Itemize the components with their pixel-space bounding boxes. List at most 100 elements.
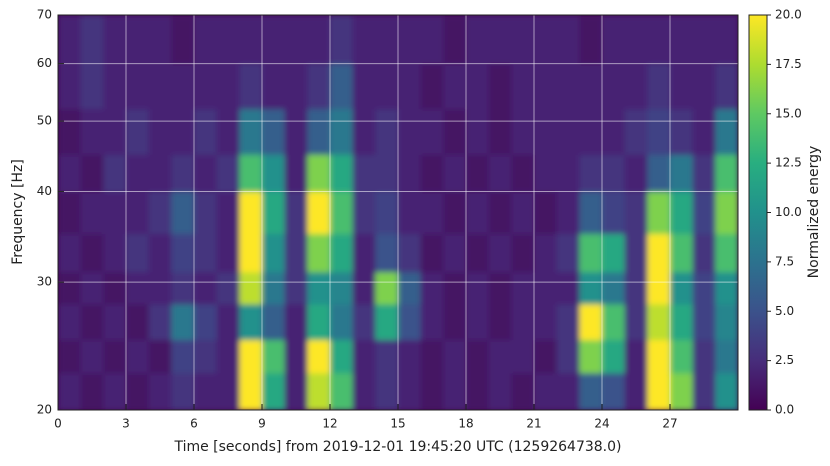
heatmap-cell xyxy=(692,108,716,155)
heatmap-cell xyxy=(466,15,490,65)
x-tick-label: 27 xyxy=(662,417,677,431)
heatmap-cell xyxy=(647,63,671,110)
heatmap-cell xyxy=(511,15,535,65)
heatmap-cell xyxy=(488,233,512,273)
heatmap-cell xyxy=(307,154,331,192)
heatmap-cell xyxy=(126,108,150,155)
heatmap-cell xyxy=(126,154,150,192)
heatmap-cell xyxy=(579,154,603,192)
heatmap-cell xyxy=(647,154,671,192)
heatmap-cell xyxy=(579,191,603,235)
heatmap-cell xyxy=(58,233,82,273)
colorbar-tick-label: 10.0 xyxy=(775,205,802,219)
x-tick-label: 3 xyxy=(122,417,130,431)
heatmap-cell xyxy=(511,233,535,273)
heatmap-cell xyxy=(420,154,444,192)
heatmap-cell xyxy=(239,339,263,374)
heatmap-cell xyxy=(216,154,240,192)
heatmap-cell xyxy=(670,154,694,192)
heatmap-cell xyxy=(194,339,218,374)
heatmap-cell xyxy=(239,15,263,65)
y-tick-label: 50 xyxy=(37,114,52,128)
heatmap-cell xyxy=(80,339,104,374)
heatmap-cell xyxy=(194,271,218,305)
heatmap-cell xyxy=(466,191,490,235)
heatmap-cell xyxy=(466,372,490,410)
heatmap-cell xyxy=(262,108,286,155)
heatmap-cell xyxy=(239,303,263,341)
heatmap-cell xyxy=(511,108,535,155)
heatmap-cell xyxy=(624,303,648,341)
heatmap-cell xyxy=(352,339,376,374)
heatmap-cell xyxy=(511,339,535,374)
heatmap-cell xyxy=(239,154,263,192)
heatmap-cell xyxy=(352,15,376,65)
heatmap-cell xyxy=(80,108,104,155)
heatmap-cell xyxy=(352,233,376,273)
y-axis-label: Frequency [Hz] xyxy=(10,159,26,265)
heatmap-cell xyxy=(171,108,195,155)
heatmap-cell xyxy=(103,339,127,374)
heatmap-cell xyxy=(715,233,738,273)
colorbar-tick-label: 0.0 xyxy=(775,403,794,417)
heatmap-cell xyxy=(375,233,399,273)
heatmap-cell xyxy=(330,154,354,192)
heatmap-cell xyxy=(307,108,331,155)
heatmap-cell xyxy=(670,108,694,155)
heatmap-cell xyxy=(262,154,286,192)
heatmap-cell xyxy=(284,15,308,65)
heatmap-cell xyxy=(80,154,104,192)
heatmap-cell xyxy=(443,63,467,110)
heatmap-cell xyxy=(511,63,535,110)
heatmap-cell xyxy=(375,108,399,155)
heatmap-cell xyxy=(307,372,331,410)
heatmap-cell xyxy=(284,63,308,110)
heatmap-cell xyxy=(602,108,626,155)
heatmap-cell xyxy=(624,233,648,273)
heatmap-cell xyxy=(307,191,331,235)
heatmap-cell xyxy=(692,154,716,192)
heatmap-cell xyxy=(420,191,444,235)
heatmap-cell xyxy=(239,108,263,155)
heatmap-cell xyxy=(715,108,738,155)
heatmap-cell xyxy=(579,15,603,65)
heatmap-cell xyxy=(352,63,376,110)
heatmap-cell xyxy=(262,271,286,305)
heatmap-cell xyxy=(330,63,354,110)
colorbar-label: Normalized energy xyxy=(806,146,822,279)
heatmap-cell xyxy=(352,271,376,305)
heatmap-cell xyxy=(443,372,467,410)
heatmap-cell xyxy=(103,15,127,65)
heatmap-cell xyxy=(398,271,422,305)
heatmap-cell xyxy=(171,191,195,235)
heatmap-cell xyxy=(216,372,240,410)
axes: 0 3 6 9 12 15 18 21 24 27 20 30 40 50 60 70 0.0 2.5 5.0 7.5… xyxy=(37,8,802,431)
heatmap-cell xyxy=(126,63,150,110)
heatmap-cell xyxy=(488,303,512,341)
heatmap-cell xyxy=(511,154,535,192)
heatmap-cell xyxy=(398,303,422,341)
heatmap-cell xyxy=(375,372,399,410)
heatmap-cell xyxy=(715,191,738,235)
heatmap-cell xyxy=(534,108,558,155)
heatmap-cell xyxy=(58,108,82,155)
x-tick-label: 6 xyxy=(190,417,198,431)
heatmap-cell xyxy=(624,372,648,410)
heatmap-cell xyxy=(352,108,376,155)
heatmap-cell xyxy=(194,191,218,235)
x-axis-label: Time [seconds] from 2019-12-01 19:45:20 … xyxy=(173,439,621,455)
heatmap-cell xyxy=(239,191,263,235)
heatmap-cell xyxy=(670,271,694,305)
heatmap-cell xyxy=(420,15,444,65)
heatmap-cell xyxy=(398,154,422,192)
heatmap-cell xyxy=(420,372,444,410)
heatmap-cell xyxy=(194,372,218,410)
heatmap-cell xyxy=(579,339,603,374)
x-tick-label: 21 xyxy=(526,417,541,431)
heatmap-cell xyxy=(556,154,580,192)
heatmap-cell xyxy=(647,303,671,341)
heatmap-cell xyxy=(420,108,444,155)
heatmap-cell xyxy=(171,154,195,192)
heatmap-cell xyxy=(579,233,603,273)
